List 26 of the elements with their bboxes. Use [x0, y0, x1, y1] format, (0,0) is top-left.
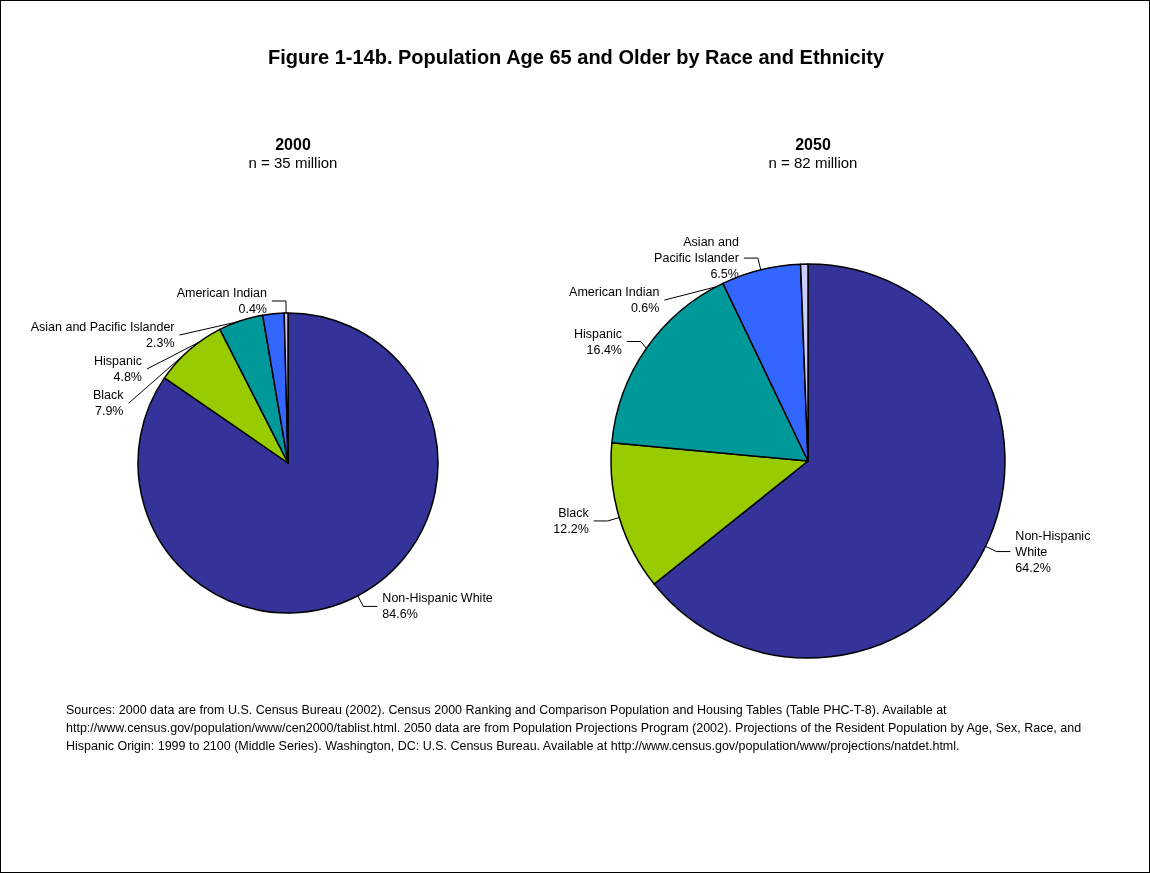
data-label: 6.5% — [710, 267, 739, 282]
data-label: 7.9% — [95, 404, 124, 419]
data-label: 0.4% — [238, 302, 267, 317]
data-label: 2.3% — [146, 336, 175, 351]
data-label: 12.2% — [553, 521, 589, 536]
slice-label: Asian and Pacific Islander — [30, 320, 175, 335]
data-label: 84.6% — [382, 607, 418, 622]
caption: Figure 1-14b. Population Age 65 and Older by Race and Ethnicity — [266, 46, 885, 69]
data-label: 64.2% — [1015, 560, 1051, 575]
slice-label: Non-Hispanic White — [1015, 528, 1091, 559]
slice-label: Asian and Pacific Islander — [654, 235, 739, 266]
data-label: 0.6% — [630, 301, 660, 316]
chart-title: 2050 — [795, 135, 831, 153]
slice-label: American Indian — [176, 286, 268, 301]
data-label: 16.4% — [586, 342, 622, 357]
chart-subtitle: n = 82 million — [768, 154, 858, 171]
slice-label: Hispanic — [94, 354, 142, 369]
slice-label: American Indian — [569, 285, 660, 300]
data-label: 4.8% — [113, 370, 142, 385]
slice-label: Hispanic — [574, 326, 622, 341]
chart-subtitle: n = 35 million — [248, 154, 338, 171]
source-note: Sources: 2000 data are from U.S. Census Bureau (2002). Census 2000 Ranking and Comparison Population and Housing Tables (Table PHC-T-8). Available at http://www.census.gov/population/www/cen2000/tablist.html. 2050 data are from Population Projections Program (2002). Projections of the Resident Population by Age, Sex, Race, and Hispanic Origin: 1999 to 2100 (Middle Series). Washington, DC: U.S. Census Bureau. Available at http://www.census.gov/population/www/projections/natdet.html. — [66, 702, 1083, 755]
slice-label: Black — [92, 388, 125, 403]
slice-label: Black — [558, 505, 590, 520]
chart-title: 2000 — [275, 135, 311, 153]
slice-label: Non-Hispanic White — [382, 591, 493, 606]
